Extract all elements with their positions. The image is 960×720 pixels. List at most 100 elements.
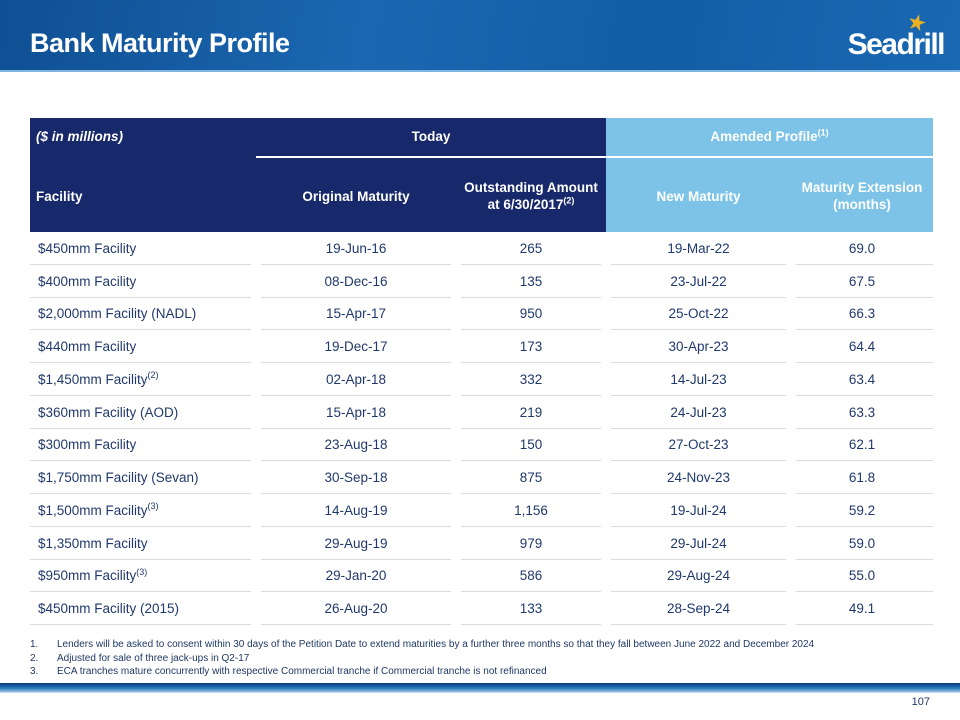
original-maturity-cell: 15-Apr-17 (256, 298, 456, 331)
facility-cell: $1,750mm Facility (Sevan) (30, 461, 256, 494)
original-maturity-cell: 30-Sep-18 (256, 461, 456, 494)
today-group-background (30, 118, 606, 160)
outstanding-amount-cell: 875 (456, 461, 606, 494)
facility-footnote-marker: (3) (147, 501, 159, 512)
maturity-extension-cell: 59.2 (791, 494, 933, 527)
facility-label: $1,500mm Facility (38, 502, 148, 518)
maturity-extension-cell: 64.4 (791, 330, 933, 363)
table-row: $300mm Facility 23-Aug-18 150 27-Oct-23 … (30, 429, 933, 462)
seadrill-logo: ★ Seadrill (824, 8, 946, 62)
units-label: ($ in millions) (36, 129, 124, 144)
facility-label: $440mm Facility (38, 339, 137, 355)
group-header-today: Today (411, 129, 451, 144)
amended-footnote-marker: (1) (817, 127, 829, 138)
facility-label: $1,450mm Facility (38, 371, 148, 387)
facility-footnote-marker: (2) (147, 370, 159, 381)
footnote: 2. Adjusted for sale of three jack-ups i… (30, 652, 940, 666)
facility-label: $400mm Facility (38, 273, 137, 289)
facility-cell: $440mm Facility (30, 330, 256, 363)
footnote-number: 3. (30, 666, 39, 677)
facility-label: $1,350mm Facility (38, 535, 148, 551)
facility-label: $1,750mm Facility (Sevan) (38, 470, 199, 486)
original-maturity-cell: 29-Jan-20 (256, 560, 456, 593)
maturity-extension-cell: 66.3 (791, 298, 933, 331)
new-maturity-cell: 29-Jul-24 (606, 527, 791, 560)
table-row: $2,000mm Facility (NADL) 15-Apr-17 950 2… (30, 298, 933, 331)
facility-cell: $1,350mm Facility (30, 527, 256, 560)
table-row: $450mm Facility (2015) 26-Aug-20 133 28-… (30, 592, 933, 625)
extension-line2: (months) (833, 197, 891, 212)
outstanding-amount-cell: 219 (456, 396, 606, 429)
outstanding-line1: Outstanding Amount (464, 180, 598, 195)
original-maturity-cell: 19-Dec-17 (256, 330, 456, 363)
maturity-table: ($ in millions) Today Amended Profile(1)… (30, 118, 933, 625)
maturity-extension-cell: 63.4 (791, 363, 933, 396)
table-row: $1,350mm Facility 29-Aug-19 979 29-Jul-2… (30, 527, 933, 560)
column-header-facility: Facility (36, 188, 83, 204)
facility-label: $360mm Facility (AOD) (38, 404, 179, 420)
original-maturity-cell: 19-Jun-16 (256, 232, 456, 265)
header-left-background (30, 160, 606, 232)
footnote-text: Adjusted for sale of three jack-ups in Q… (57, 652, 250, 664)
outstanding-amount-cell: 133 (456, 592, 606, 625)
outstanding-amount-cell: 950 (456, 298, 606, 331)
outstanding-amount-cell: 979 (456, 527, 606, 560)
new-maturity-cell: 23-Jul-22 (606, 265, 791, 298)
original-maturity-cell: 23-Aug-18 (256, 429, 456, 462)
outstanding-line2: at 6/30/2017(2) (488, 196, 575, 213)
outstanding-amount-cell: 332 (456, 363, 606, 396)
logo-text: Seadrill (847, 28, 946, 61)
column-header-outstanding: Outstanding Amount at 6/30/2017(2) (456, 160, 606, 232)
outstanding-line2-text: at 6/30/2017 (487, 197, 564, 212)
facility-cell: $1,450mm Facility (2) (30, 363, 256, 396)
outstanding-amount-cell: 135 (456, 265, 606, 298)
amended-group-background (606, 118, 933, 160)
maturity-extension-cell: 55.0 (791, 560, 933, 593)
new-maturity-cell: 30-Apr-23 (606, 330, 791, 363)
facility-label: $450mm Facility (38, 240, 137, 256)
table-body: $450mm Facility 19-Jun-16 265 19-Mar-22 … (30, 232, 933, 625)
table-row: $1,750mm Facility (Sevan) 30-Sep-18 875 … (30, 461, 933, 494)
bottom-divider-bar (0, 683, 960, 693)
facility-cell: $1,500mm Facility (3) (30, 494, 256, 527)
maturity-extension-cell: 63.3 (791, 396, 933, 429)
facility-cell: $450mm Facility (2015) (30, 592, 256, 625)
group-header-amended: Amended Profile(1) (606, 127, 933, 144)
table-row: $1,500mm Facility (3) 14-Aug-19 1,156 19-… (30, 494, 933, 527)
facility-cell: $400mm Facility (30, 265, 256, 298)
new-maturity-cell: 19-Mar-22 (606, 232, 791, 265)
facility-cell: $360mm Facility (AOD) (30, 396, 256, 429)
maturity-extension-cell: 62.1 (791, 429, 933, 462)
new-maturity-cell: 25-Oct-22 (606, 298, 791, 331)
title-banner: Bank Maturity Profile ★ Seadrill (0, 0, 960, 72)
page-number: 107 (911, 696, 930, 708)
footnote-text: ECA tranches mature concurrently with re… (57, 666, 547, 677)
outstanding-amount-cell: 1,156 (456, 494, 606, 527)
extension-line1: Maturity Extension (801, 180, 923, 195)
new-maturity-cell: 29-Aug-24 (606, 560, 791, 593)
outstanding-amount-cell: 173 (456, 330, 606, 363)
footnote: 3. ECA tranches mature concurrently with… (30, 665, 940, 679)
footnotes: 1. Lenders will be asked to consent with… (30, 638, 940, 679)
outstanding-amount-cell: 586 (456, 560, 606, 593)
new-maturity-cell: 24-Jul-23 (606, 396, 791, 429)
original-maturity-cell: 29-Aug-19 (256, 527, 456, 560)
table-row: $360mm Facility (AOD) 15-Apr-18 219 24-J… (30, 396, 933, 429)
table-row: $950mm Facility (3) 29-Jan-20 586 29-Aug-… (30, 560, 933, 593)
page-title: Bank Maturity Profile (30, 28, 290, 58)
footnote: 1. Lenders will be asked to consent with… (30, 638, 940, 652)
outstanding-amount-cell: 150 (456, 429, 606, 462)
new-maturity-cell: 19-Jul-24 (606, 494, 791, 527)
header-right-background (606, 160, 933, 232)
facility-cell: $450mm Facility (30, 232, 256, 265)
table-row: $400mm Facility 08-Dec-16 135 23-Jul-22 … (30, 265, 933, 298)
maturity-extension-cell: 59.0 (791, 527, 933, 560)
maturity-extension-cell: 67.5 (791, 265, 933, 298)
original-maturity-cell: 02-Apr-18 (256, 363, 456, 396)
original-maturity-cell: 26-Aug-20 (256, 592, 456, 625)
facility-cell: $300mm Facility (30, 429, 256, 462)
column-header-new-maturity: New Maturity (656, 188, 741, 204)
facility-label: $2,000mm Facility (NADL) (38, 306, 197, 322)
facility-cell: $2,000mm Facility (NADL) (30, 298, 256, 331)
